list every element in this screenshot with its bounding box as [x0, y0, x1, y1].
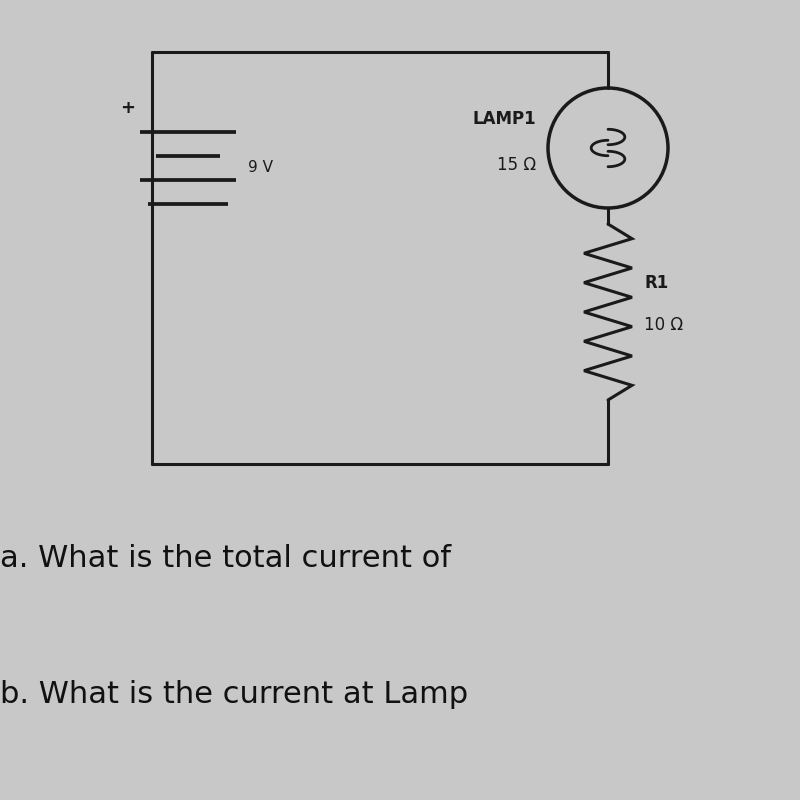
Text: LAMP1: LAMP1 — [472, 110, 536, 128]
Text: 15 Ω: 15 Ω — [497, 156, 536, 174]
Text: 9 V: 9 V — [248, 161, 273, 175]
Text: R1: R1 — [644, 274, 668, 292]
Text: b. What is the current at Lamp: b. What is the current at Lamp — [0, 680, 468, 709]
Text: a. What is the total current of: a. What is the total current of — [0, 544, 451, 573]
Text: 10 Ω: 10 Ω — [644, 316, 683, 334]
Text: +: + — [121, 99, 135, 117]
